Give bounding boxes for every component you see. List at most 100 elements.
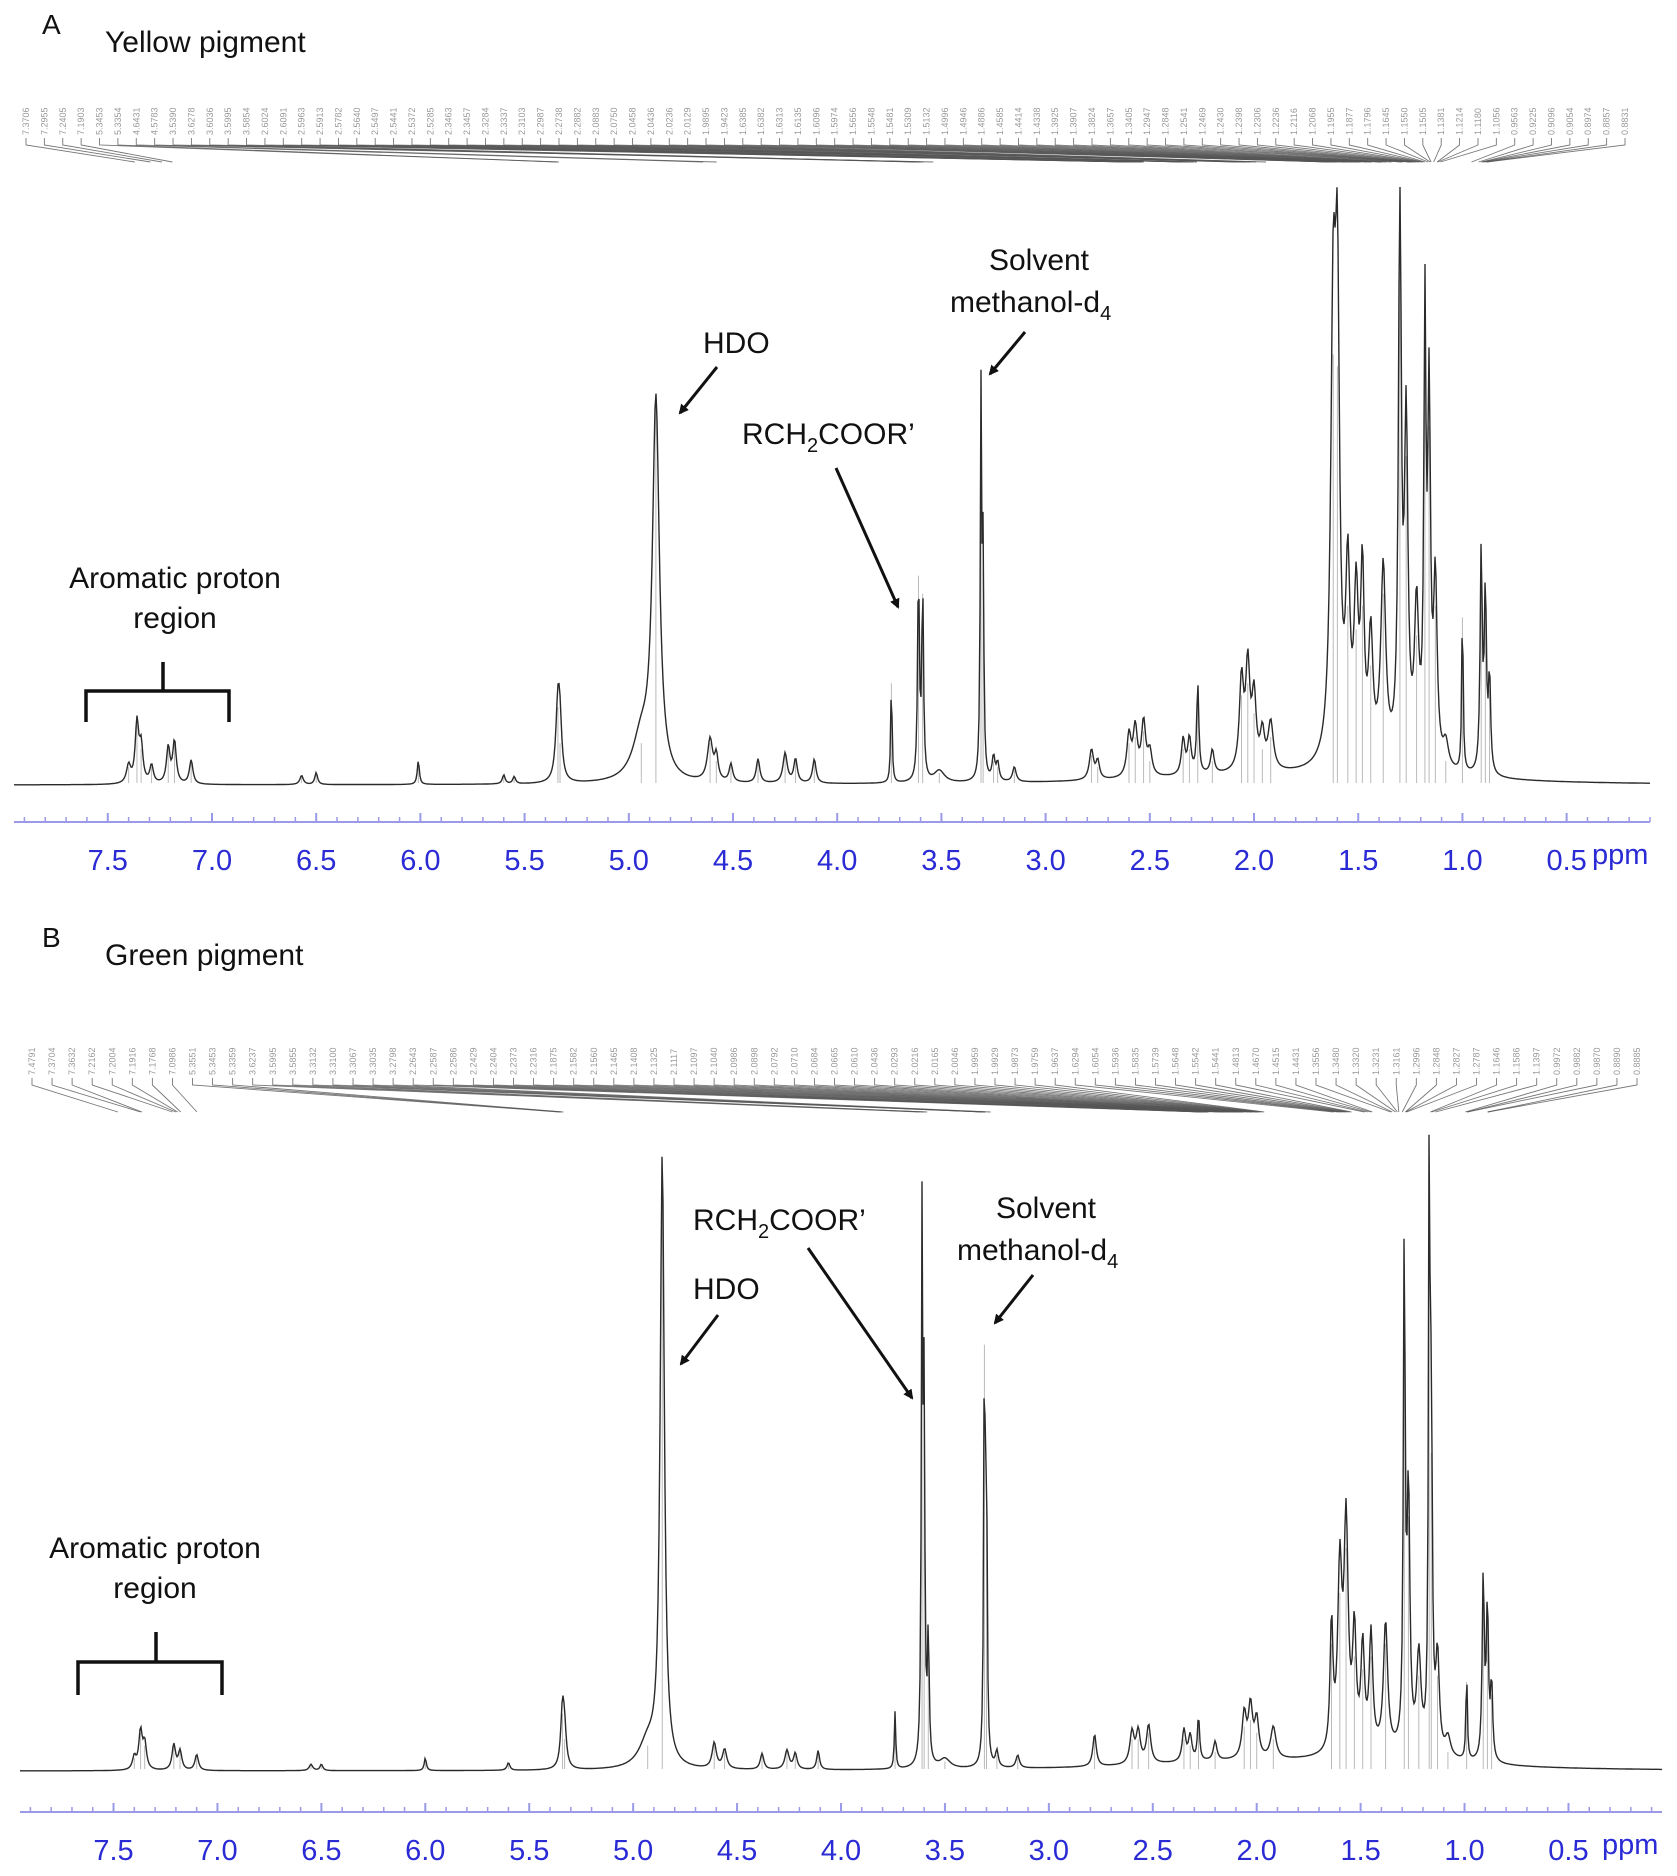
peak-list-label-41: 1.6313 bbox=[775, 107, 785, 135]
peak-list-label-70: 1.2068 bbox=[1308, 107, 1318, 135]
peak-list-label-45: 2.0165 bbox=[930, 1047, 940, 1075]
peak-list-label-49: 1.5132 bbox=[922, 107, 932, 135]
peak-list-label-48: 1.5309 bbox=[903, 107, 913, 135]
x-tick-label-14: 0.5 bbox=[1548, 1835, 1588, 1867]
peak-list-label-86: 0.8857 bbox=[1602, 107, 1612, 135]
panel-a-aromatic-label-line2: region bbox=[133, 602, 216, 635]
peak-list-leader-44 bbox=[914, 1078, 1253, 1113]
peak-list-leader-7 bbox=[154, 138, 717, 163]
peak-list-leader-4 bbox=[111, 1078, 176, 1113]
peak-list-leader-52 bbox=[1074, 1078, 1334, 1113]
peak-list-leader-55 bbox=[1036, 138, 1373, 163]
peak-list-leader-64 bbox=[1315, 1078, 1391, 1113]
panel-a-hdo-label: HDO bbox=[703, 327, 770, 360]
peak-list-label-24: 2.2373 bbox=[509, 1047, 519, 1075]
peak-list-label-31: 2.0883 bbox=[591, 107, 601, 135]
peak-list-leader-8 bbox=[192, 1078, 560, 1113]
x-tick-label-10: 2.5 bbox=[1130, 845, 1170, 877]
peak-list-label-55: 1.4338 bbox=[1032, 107, 1042, 135]
peak-list-label-5: 7.1916 bbox=[127, 1047, 137, 1075]
x-tick-label-0: 7.5 bbox=[93, 1835, 133, 1867]
peak-list-label-74: 1.1586 bbox=[1512, 1047, 1522, 1075]
peak-list-label-67: 1.2306 bbox=[1252, 107, 1262, 135]
x-tick-label-8: 3.5 bbox=[921, 845, 961, 877]
peak-list-label-13: 2.6024 bbox=[260, 107, 270, 135]
peak-list-leader-45 bbox=[934, 1078, 1254, 1113]
peak-list-leader-2 bbox=[71, 1078, 143, 1113]
peak-list-leader-60 bbox=[1128, 138, 1392, 163]
peak-list-leader-18 bbox=[392, 1078, 991, 1113]
peak-list-leader-77 bbox=[1433, 138, 1442, 163]
peak-list-label-14: 2.6091 bbox=[278, 107, 288, 135]
peak-list-label-76: 0.9972 bbox=[1552, 1047, 1562, 1075]
peak-list-leader-84 bbox=[1482, 138, 1571, 163]
peak-list-label-0: 7.3706 bbox=[21, 107, 31, 135]
peak-list-leader-43 bbox=[894, 1078, 1251, 1113]
peak-list-label-12: 3.5995 bbox=[268, 1047, 278, 1075]
peak-list-label-33: 2.0458 bbox=[628, 107, 638, 135]
peak-list-label-2: 7.3632 bbox=[67, 1047, 77, 1075]
peak-list-label-9: 3.6278 bbox=[186, 107, 196, 135]
peak-list-label-75: 1.1397 bbox=[1532, 1047, 1542, 1075]
peak-list-leader-83 bbox=[1481, 138, 1552, 163]
peak-list-label-3: 7.2162 bbox=[87, 1047, 97, 1075]
peak-list-label-44: 2.0216 bbox=[910, 1047, 920, 1075]
peak-list-label-4: 5.3453 bbox=[95, 107, 105, 135]
peak-list-label-35: 2.0236 bbox=[664, 107, 674, 135]
peak-list-leader-56 bbox=[1155, 1078, 1346, 1113]
panel-a-ester-arrow bbox=[834, 467, 900, 609]
panel-a-aromatic-bracket bbox=[84, 662, 231, 722]
peak-list-label-11: 3.5995 bbox=[223, 107, 233, 135]
peak-list-leader-0 bbox=[25, 138, 135, 163]
peak-list-leader-46 bbox=[954, 1078, 1256, 1113]
x-axis-unit: ppm bbox=[1602, 1829, 1658, 1861]
peak-list-label-1: 7.2955 bbox=[39, 107, 49, 135]
panel-a-ester-annotation: RCH2COOR’ bbox=[742, 418, 915, 609]
peak-list-label-41: 2.0610 bbox=[850, 1047, 860, 1075]
peak-list-label-81: 0.9563 bbox=[1510, 107, 1520, 135]
peak-list-leader-5 bbox=[117, 138, 559, 163]
x-tick-label-1: 7.0 bbox=[197, 1835, 237, 1867]
peak-list-label-72: 1.1877 bbox=[1344, 107, 1354, 135]
peak-list-label-70: 1.2848 bbox=[1431, 1047, 1441, 1075]
peak-list-label-21: 2.5372 bbox=[407, 107, 417, 135]
peak-list-label-52: 1.6294 bbox=[1070, 1047, 1080, 1075]
peak-list-label-18: 3.2798 bbox=[388, 1047, 398, 1075]
peak-list-label-40: 1.6382 bbox=[756, 107, 766, 135]
peak-list-label-22: 2.2429 bbox=[468, 1047, 478, 1075]
x-tick-label-3: 6.0 bbox=[405, 1835, 445, 1867]
peak-list-label-46: 1.5548 bbox=[866, 107, 876, 135]
x-tick-label-4: 5.5 bbox=[504, 845, 544, 877]
peak-list-leader-9 bbox=[212, 1078, 562, 1113]
peak-list-leader-51 bbox=[1054, 1078, 1265, 1113]
peak-list-label-30: 2.1408 bbox=[629, 1047, 639, 1075]
peak-list-label-64: 1.3556 bbox=[1311, 1047, 1321, 1075]
peak-list-leader-79 bbox=[1487, 1078, 1618, 1113]
peak-list-leader-30 bbox=[576, 138, 1194, 163]
peak-list-label-54: 1.4414 bbox=[1013, 107, 1023, 135]
peak-list-leader-66 bbox=[1238, 138, 1413, 163]
peak-list-label-42: 2.0436 bbox=[870, 1047, 880, 1075]
panel-b-solvent-arrow bbox=[993, 1274, 1035, 1325]
peak-list-label-56: 1.3925 bbox=[1050, 107, 1060, 135]
peak-list-label-43: 1.6096 bbox=[811, 107, 821, 135]
peak-list-label-8: 3.5390 bbox=[168, 107, 178, 135]
peak-list-label-6: 7.1768 bbox=[147, 1047, 157, 1075]
peak-list-label-42: 1.6135 bbox=[793, 107, 803, 135]
peak-list-leader-61 bbox=[1146, 138, 1402, 163]
peak-list-label-9: 5.3453 bbox=[208, 1047, 218, 1075]
peak-list-label-10: 5.3359 bbox=[228, 1047, 238, 1075]
peak-list-leader-65 bbox=[1335, 1078, 1393, 1113]
x-tick-label-10: 2.5 bbox=[1133, 1835, 1173, 1867]
peak-list-label-51: 1.9637 bbox=[1050, 1047, 1060, 1075]
peak-list-label-61: 1.2947 bbox=[1142, 107, 1152, 135]
peak-list-label-68: 1.2236 bbox=[1271, 107, 1281, 135]
panel-a-solvent-label-line1: Solvent bbox=[989, 244, 1090, 277]
x-tick-label-11: 2.0 bbox=[1234, 845, 1274, 877]
peak-list-leader-2 bbox=[62, 138, 162, 163]
peak-list-leader-87 bbox=[1486, 138, 1626, 163]
peak-list-label-69: 1.2116 bbox=[1289, 108, 1299, 135]
peak-list-label-30: 2.2882 bbox=[572, 107, 582, 135]
peak-list-label-33: 2.1097 bbox=[689, 1047, 699, 1075]
panel-b-solvent-label-line1: Solvent bbox=[996, 1192, 1097, 1225]
